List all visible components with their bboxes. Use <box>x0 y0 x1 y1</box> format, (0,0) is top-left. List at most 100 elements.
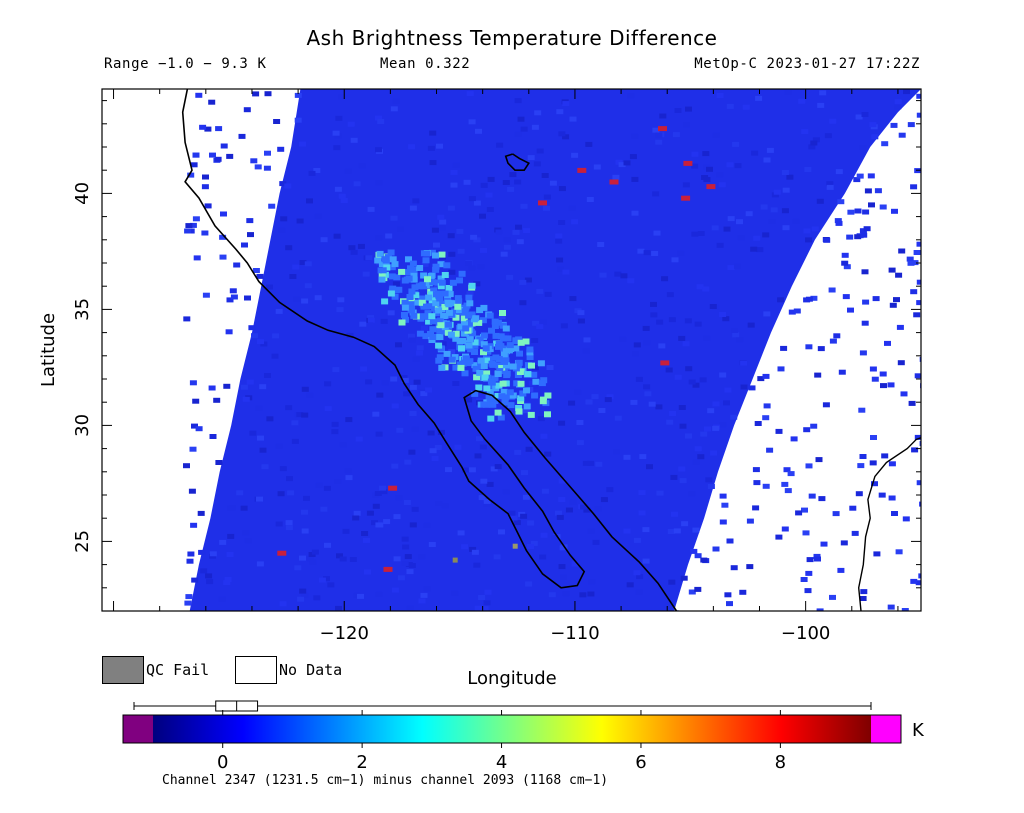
hot-pixel <box>660 360 670 366</box>
swath-layer <box>181 89 921 611</box>
ash-pixel <box>452 335 460 342</box>
colorbar-tick-label: 4 <box>496 752 507 773</box>
btd-pixel <box>750 246 758 252</box>
ash-pixel <box>417 315 425 322</box>
btd-pixel <box>712 546 720 552</box>
btd-pixel <box>391 463 399 469</box>
btd-pixel <box>264 373 271 378</box>
ash-pixel <box>476 369 484 376</box>
btd-pixel <box>854 234 862 240</box>
btd-pixel <box>352 515 360 521</box>
btd-pixel <box>219 254 227 260</box>
btd-pixel <box>731 328 738 333</box>
btd-pixel <box>185 223 193 229</box>
btd-pixel <box>697 231 705 236</box>
btd-pixel <box>261 464 269 470</box>
btd-pixel <box>304 283 312 289</box>
btd-pixel <box>541 173 549 178</box>
btd-pixel <box>704 426 711 432</box>
btd-pixel <box>223 580 231 586</box>
ash-pixel <box>465 294 473 301</box>
btd-pixel <box>334 133 342 139</box>
btd-pixel <box>734 263 741 269</box>
btd-pixel <box>762 483 770 489</box>
btd-pixel <box>746 518 754 524</box>
btd-pixel <box>278 227 286 233</box>
btd-pixel <box>910 289 918 295</box>
btd-pixel <box>279 601 287 607</box>
btd-pixel <box>678 466 686 472</box>
btd-pixel <box>666 419 674 425</box>
btd-pixel <box>358 163 366 169</box>
btd-pixel <box>631 176 639 182</box>
btd-pixel <box>811 226 819 232</box>
ash-pixel <box>480 401 488 408</box>
ash-pixel <box>445 301 453 308</box>
great-salt-lake <box>504 153 530 171</box>
qc-pixel <box>512 543 518 549</box>
ash-pixel <box>468 282 476 289</box>
ash-pixel <box>499 380 507 387</box>
btd-pixel <box>863 226 871 232</box>
ash-pixel <box>401 277 409 284</box>
btd-pixel <box>558 186 566 192</box>
btd-pixel <box>916 300 921 306</box>
ash-pixel <box>408 288 416 295</box>
btd-pixel <box>563 484 571 490</box>
btd-pixel <box>525 581 533 587</box>
btd-pixel <box>408 337 416 343</box>
btd-pixel <box>790 436 798 442</box>
btd-pixel <box>229 288 237 294</box>
ash-pixel <box>398 268 406 275</box>
btd-pixel <box>375 115 382 121</box>
ash-pixel <box>391 261 399 268</box>
ash-pixel <box>435 357 443 364</box>
btd-pixel <box>656 490 664 496</box>
colorbar-tick-label: 2 <box>356 752 367 773</box>
qc-pixel <box>452 557 458 563</box>
ash-pixel <box>495 382 503 389</box>
btd-pixel <box>447 233 455 239</box>
colorbar-ticks: 0 2 4 6 8 <box>217 710 786 773</box>
btd-pixel <box>249 430 257 436</box>
ash-pixel <box>516 350 523 357</box>
btd-pixel <box>193 255 201 261</box>
btd-pixel <box>285 525 293 531</box>
btd-pixel <box>685 106 692 112</box>
ash-pixel <box>482 345 490 352</box>
ash-pixel <box>423 250 431 257</box>
btd-pixel <box>476 436 483 442</box>
ash-pixel <box>387 249 395 256</box>
ash-pixel <box>445 321 453 328</box>
ash-pixel <box>489 401 497 408</box>
ash-pixel <box>492 332 500 339</box>
btd-pixel <box>483 501 491 507</box>
btd-pixel <box>299 588 307 594</box>
btd-pixel <box>451 590 459 596</box>
btd-pixel <box>223 383 231 389</box>
ash-pixel <box>523 387 530 394</box>
btd-pixel <box>916 480 921 486</box>
btd-pixel <box>502 489 510 495</box>
btd-pixel <box>209 434 217 439</box>
btd-pixel <box>198 549 206 555</box>
btd-pixel <box>259 447 267 453</box>
btd-pixel <box>306 392 314 398</box>
btd-pixel <box>266 284 273 290</box>
btd-pixel <box>409 411 417 416</box>
ash-pixel <box>539 398 547 405</box>
btd-pixel <box>236 490 244 496</box>
btd-pixel <box>562 591 570 597</box>
btd-pixel <box>540 532 548 538</box>
btd-pixel <box>438 225 446 231</box>
btd-pixel <box>816 198 824 204</box>
ash-pixel <box>388 264 396 271</box>
ash-pixel <box>381 298 389 305</box>
ash-pixel <box>452 330 460 337</box>
ash-pixel <box>480 363 488 369</box>
btd-pixel <box>891 208 898 214</box>
btd-pixel <box>364 569 371 575</box>
btd-pixel <box>891 511 898 516</box>
btd-pixel <box>240 505 248 511</box>
btd-pixel <box>379 485 387 491</box>
